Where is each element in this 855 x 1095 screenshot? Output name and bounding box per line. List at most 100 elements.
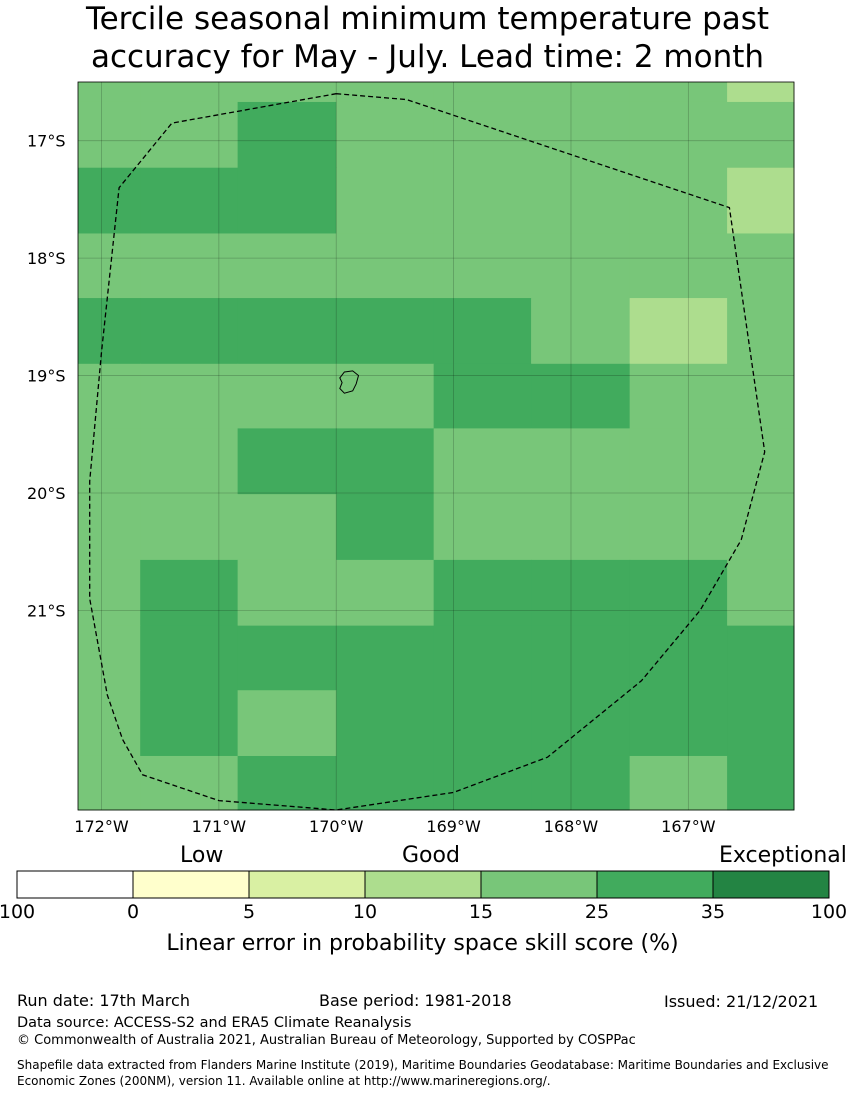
grid-cell [78,101,141,169]
grid-cell [237,755,337,811]
grid-cell [531,101,631,169]
category-exceptional: Exceptional [719,843,847,868]
grid-cell [78,494,141,561]
grid-cell [336,233,435,299]
grid-cell [336,755,435,811]
grid-cell [727,363,795,429]
grid-cell [727,690,795,757]
colorbar-tick: 10 [352,901,378,923]
colorbar-label: Linear error in probability space skill … [166,931,679,956]
grid-cell [727,559,795,627]
grid-cell [727,298,795,365]
grid-cell [629,625,728,691]
grid-cell [140,690,239,757]
grid-cell [727,428,795,495]
grid-cell [140,233,239,299]
grid-cell [629,559,728,627]
grid-cell [433,167,532,234]
colorbar-swatch [713,871,829,898]
category-good: Good [402,843,460,868]
grid-cell [629,82,728,103]
grid-cell [78,559,141,627]
colorbar-tick: 5 [242,901,256,923]
grid-cell [140,101,239,169]
grid-cell [433,690,532,757]
colorbar-tick: 35 [700,901,726,923]
grid-cell [433,625,532,691]
grid-cell [433,101,532,169]
map-shapes [89,93,766,811]
longitude-label: 168°W [544,817,599,836]
grid-cell [336,101,435,169]
grid-cell [336,82,435,103]
grid-cell [78,363,141,429]
grid-cell [433,298,532,365]
colorbar-tick: 100 [0,901,36,923]
grid-cell [727,625,795,691]
grid-cell [78,625,141,691]
grid-cells [78,82,795,811]
grid-cell [237,233,337,299]
grid-cell [727,167,795,234]
grid-cell [727,101,795,169]
grid-cell [433,233,532,299]
grid-cell [727,755,795,811]
latitude-label: 20°S [27,484,66,503]
grid-cell [629,428,728,495]
grid-cell [140,494,239,561]
latitude-label: 18°S [27,249,66,268]
grid-cell [78,755,141,811]
grid-cell [237,494,337,561]
run-date: Run date: 17th March [17,991,190,1010]
grid-cell [629,167,728,234]
grid-cell [336,298,435,365]
grid-cell [336,363,435,429]
grid-cell [140,363,239,429]
colorbar [16,870,830,899]
grid-cell [531,494,631,561]
longitude-labels: 172°W 171°W 170°W 169°W 168°W 167°W [74,817,715,836]
latitude-label: 21°S [27,601,66,620]
grid-cell [140,82,239,103]
grid-cell [531,82,631,103]
colorbar-swatch [17,871,133,898]
grid-cell [629,101,728,169]
grid-cell [336,167,435,234]
latitude-label: 19°S [27,367,66,386]
grid-cell [140,625,239,691]
grid-cell [531,363,631,429]
title-line-1: Tercile seasonal minimum temperature pas… [85,1,770,37]
grid-cell [237,690,337,757]
grid-cell [140,298,239,365]
grid-cell [78,298,141,365]
colorbar-swatch [249,871,365,898]
grid-cell [433,494,532,561]
grid-cell [237,82,337,103]
grid-cell [78,167,141,234]
grid-cell [140,428,239,495]
colorbar-swatch [365,871,481,898]
grid-cell [336,625,435,691]
title-line-2: accuracy for May - July. Lead time: 2 mo… [90,39,765,75]
grid-cell [336,494,435,561]
grid-cell [531,559,631,627]
grid-cell [531,755,631,811]
gridlines [78,82,794,810]
grid-cell [78,233,141,299]
grid-cell [336,428,435,495]
grid-cell [531,690,631,757]
latitude-labels: 17°S 18°S 19°S 20°S 21°S [27,132,66,621]
grid-cell [433,428,532,495]
grid-cell [433,559,532,627]
grid-cell [237,428,337,495]
grid-cell [78,428,141,495]
copyright: © Commonwealth of Australia 2021, Austra… [17,1033,636,1048]
longitude-label: 170°W [309,817,364,836]
grid-cell [433,755,532,811]
longitude-label: 171°W [192,817,247,836]
grid-cell [433,363,532,429]
colorbar-swatch [133,871,249,898]
grid-cell [727,233,795,299]
longitude-label: 172°W [74,817,129,836]
grid-cell [140,559,239,627]
